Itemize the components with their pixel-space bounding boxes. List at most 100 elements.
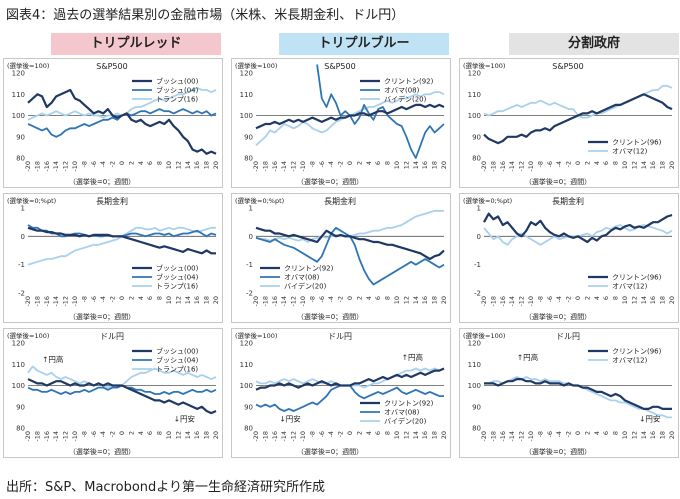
annotation-label: ↑円高 — [402, 352, 424, 362]
legend-label: オバマ(08) — [284, 274, 320, 282]
x-tick-label: -6 — [546, 296, 554, 302]
chart-title: S&P500 — [324, 62, 355, 71]
y-tick-label: 110 — [468, 91, 481, 99]
x-tick-label: -4 — [99, 161, 107, 167]
x-tick-label: -2 — [337, 161, 345, 167]
x-axis-label: （選挙後=0；週間） — [525, 177, 591, 186]
x-tick-label: 14 — [184, 431, 192, 439]
x-tick-label: 16 — [193, 296, 201, 304]
legend-label: オバマ(12) — [612, 283, 648, 291]
x-tick-label: 16 — [421, 161, 429, 169]
y-tick-label: 100 — [468, 112, 481, 120]
x-tick-label: 8 — [156, 161, 164, 165]
unit-label: (選挙後=100) — [235, 331, 277, 340]
series-line — [255, 226, 445, 261]
chart-title: ドル円 — [556, 332, 580, 341]
x-tick-label: 16 — [649, 431, 657, 439]
x-tick-label: -2 — [109, 161, 117, 167]
x-tick-label: -18 — [489, 431, 497, 442]
x-tick-label: 4 — [137, 296, 145, 300]
y-tick-label: -2 — [246, 290, 253, 298]
y-tick-label: 110 — [12, 361, 25, 369]
x-tick-label: 0 — [346, 161, 354, 165]
chart-title: S&P500 — [552, 62, 583, 71]
x-tick-label: 4 — [593, 161, 601, 165]
x-tick-label: 14 — [412, 161, 420, 169]
x-tick-label: -12 — [518, 431, 526, 442]
legend-label: クリントン(96) — [612, 348, 662, 356]
legend-label: バイデン(20) — [284, 282, 327, 291]
y-tick-label: 120 — [12, 340, 25, 348]
x-tick-label: 8 — [156, 296, 164, 300]
y-tick-label: 120 — [12, 70, 25, 78]
unit-label: (選挙後=100) — [235, 61, 277, 70]
x-tick-label: 2 — [355, 296, 363, 300]
x-tick-label: 8 — [612, 296, 620, 300]
y-tick-label: 100 — [12, 112, 25, 120]
series-line — [27, 224, 217, 238]
unit-label: (選挙後=100) — [7, 331, 49, 340]
x-tick-label: 0 — [118, 431, 126, 435]
x-tick-label: 20 — [212, 431, 220, 439]
x-tick-label: 14 — [184, 161, 192, 169]
y-tick-label: 110 — [240, 91, 253, 99]
x-axis-label: （選挙後=0；週間） — [525, 447, 591, 456]
x-tick-label: -10 — [71, 431, 79, 442]
x-tick-label: -10 — [299, 296, 307, 307]
x-tick-label: -4 — [99, 431, 107, 437]
x-tick-label: -10 — [299, 161, 307, 172]
x-tick-label: 10 — [393, 161, 401, 169]
x-tick-label: 4 — [593, 296, 601, 300]
series-line — [27, 384, 217, 395]
x-tick-label: 2 — [583, 161, 591, 165]
chart-yield-divided: -2 -1 0 1 -20 -18 -16 -14 -12 -10 -8 -6 -4 -2 0 2 4 6 8 10 1… — [459, 193, 679, 323]
x-tick-label: 16 — [421, 296, 429, 304]
x-tick-label: 20 — [212, 161, 220, 169]
x-tick-label: 12 — [630, 296, 638, 304]
x-tick-label: 14 — [412, 431, 420, 439]
x-tick-label: -10 — [299, 431, 307, 442]
x-tick-label: -8 — [536, 431, 544, 437]
y-tick-label: 90 — [16, 403, 25, 411]
x-tick-label: -18 — [261, 161, 269, 172]
x-tick-label: 14 — [640, 431, 648, 439]
unit-label: (選挙後=0;%pt) — [463, 196, 512, 205]
chart-sp500-triple-blue: 80 90 100 110 120 -20 -18 -16 -14 -12 -10 -8 -6 -4 -2 0… — [231, 58, 451, 188]
y-tick-label: 80 — [16, 425, 25, 433]
x-tick-label: -8 — [80, 296, 88, 302]
x-tick-label: 12 — [174, 296, 182, 304]
x-tick-label: 4 — [365, 161, 373, 165]
x-tick-label: 2 — [127, 296, 135, 300]
y-tick-label: -1 — [18, 261, 25, 269]
x-tick-label: 14 — [640, 296, 648, 304]
series-line — [484, 378, 672, 410]
chart-svg: -2-101-20 -18 -16 -14 -12 -10 -8 -6 -4 -2 0 2 4 6 8 10 1… — [463, 196, 676, 321]
x-tick-label: 20 — [668, 296, 676, 304]
x-tick-label: -16 — [271, 296, 279, 307]
x-tick-label: 14 — [184, 296, 192, 304]
x-tick-label: -2 — [337, 431, 345, 437]
y-tick-label: 1 — [477, 205, 481, 213]
x-tick-label: -16 — [43, 161, 51, 172]
x-tick-label: 10 — [165, 296, 173, 304]
x-tick-label: 6 — [146, 431, 154, 435]
x-tick-label: -16 — [271, 431, 279, 442]
x-tick-label: -14 — [52, 296, 60, 307]
annotation-label: ↓円安 — [174, 414, 196, 424]
x-tick-label: -8 — [308, 431, 316, 437]
x-tick-label: -10 — [71, 161, 79, 172]
x-tick-label: 6 — [146, 161, 154, 165]
x-tick-label: 0 — [574, 431, 582, 435]
y-tick-label: 0 — [477, 233, 481, 241]
x-tick-label: 10 — [621, 431, 629, 439]
x-tick-label: -12 — [290, 296, 298, 307]
x-tick-label: 0 — [118, 161, 126, 165]
x-tick-label: 12 — [174, 161, 182, 169]
y-tick-label: 100 — [240, 382, 253, 390]
x-tick-label: -18 — [261, 296, 269, 307]
unit-label: (選挙後=0;%pt) — [7, 196, 56, 205]
legend-label: ブッシュ(00) — [156, 264, 199, 273]
x-tick-label: -4 — [555, 431, 563, 437]
